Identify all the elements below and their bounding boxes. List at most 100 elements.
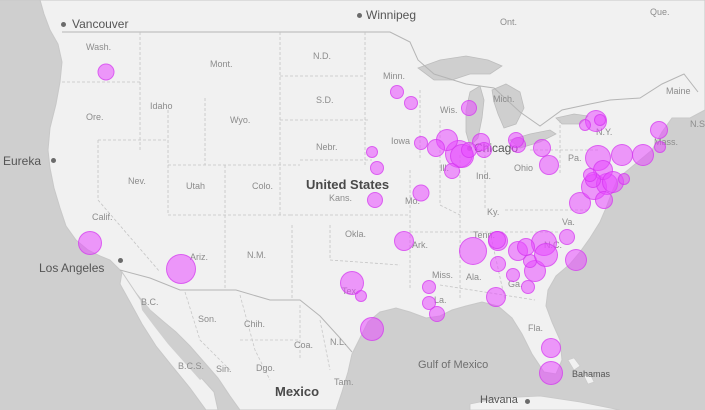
city-marker[interactable] [488,231,506,249]
city-marker[interactable] [539,361,563,385]
city-marker[interactable] [390,85,404,99]
city-marker[interactable] [394,231,414,251]
region-label: La. [434,295,447,305]
region-label: Tenn. [473,230,496,240]
city-marker[interactable] [370,161,384,175]
city-marker[interactable] [166,254,196,284]
region-label: Wash. [86,42,112,52]
city-marker[interactable] [632,144,654,166]
city-marker[interactable] [97,63,115,81]
city-marker[interactable] [78,231,102,255]
region-label: Okla. [345,229,367,239]
gulf-of-california [140,298,206,380]
city-marker[interactable] [594,114,606,126]
region-label: Ariz. [190,252,208,262]
region-label: Fla. [528,323,544,333]
cuba-island [469,395,621,410]
city-marker[interactable] [611,144,633,166]
region-label: Ind. [476,171,492,181]
region-label: Ky. [487,207,500,217]
city-marker[interactable] [461,142,477,158]
region-label: Calif. [92,212,113,222]
city-marker[interactable] [506,268,520,282]
region-label: Ohio [514,163,534,173]
city-marker[interactable] [583,168,597,182]
city-marker[interactable] [422,280,436,294]
region-label: N.L. [330,337,347,347]
region-label: Coa. [294,340,314,350]
city-marker[interactable] [427,139,445,157]
region-label: Nev. [128,176,146,186]
city-marker[interactable] [459,237,487,265]
region-label: N.D. [313,51,331,61]
region-label: Ala. [466,272,482,282]
city-dot-los-angeles [118,258,123,263]
region-label: B.C. [141,297,159,307]
city-marker[interactable] [461,100,477,116]
city-marker[interactable] [565,249,587,271]
region-label: Va. [562,217,575,227]
region-label: Ore. [86,112,104,122]
region-label: Miss. [432,270,453,280]
lake-superior [417,55,503,81]
us-mexico-border [119,269,353,353]
region-label: Tam. [334,377,354,387]
region-label: N.S. [690,119,705,129]
region-label: Mass. [654,137,679,147]
region-label: Pa. [568,153,582,163]
region-label: Son. [198,314,217,324]
city-marker[interactable] [366,146,378,158]
city-dot-havana [525,399,530,404]
city-marker[interactable] [579,119,591,131]
region-label: Nebr. [316,142,338,152]
city-marker[interactable] [595,191,613,209]
city-marker[interactable] [618,173,630,185]
region-label: Que. [650,7,670,17]
region-label: Colo. [252,181,274,191]
city-marker[interactable] [541,338,561,358]
region-label: Sin. [216,364,232,374]
city-marker[interactable] [559,229,575,245]
city-marker[interactable] [486,287,506,307]
city-marker[interactable] [414,136,428,150]
city-marker[interactable] [429,306,445,322]
region-label: Idaho [150,101,173,111]
bahamas-islands [567,357,595,385]
country-label-united-states: United States [306,177,390,192]
city-marker[interactable] [404,96,418,110]
city-marker[interactable] [490,256,506,272]
city-marker[interactable] [360,317,384,341]
region-label-bahamas: Bahamas [572,369,611,379]
region-label: Ga. [508,279,523,289]
city-marker[interactable] [355,290,367,302]
mexico-state-borders [184,291,331,381]
city-label-vancouver: Vancouver [72,17,129,31]
region-label: Utah [186,181,206,191]
city-marker[interactable] [340,271,364,295]
city-marker[interactable] [654,141,666,153]
water-label-gulf-of-mexico: Gulf of Mexico [418,360,488,371]
canada-us-border [62,31,699,127]
city-label-los-angeles: Los Angeles [39,261,105,275]
city-marker[interactable] [367,192,383,208]
city-marker[interactable] [517,238,535,256]
city-marker[interactable] [534,243,558,267]
city-marker[interactable] [539,155,559,175]
city-marker[interactable] [650,121,668,139]
region-label: Maine [666,86,691,96]
city-marker[interactable] [412,184,430,202]
region-label: Wyo. [230,115,251,125]
city-label-havana: Havana [480,394,518,406]
city-dot-winnipeg [357,13,362,18]
region-label: Chih. [244,319,266,329]
city-marker[interactable] [508,132,524,148]
city-marker[interactable] [521,280,535,294]
region-label: Ark. [412,240,429,250]
city-marker[interactable] [476,142,492,158]
city-label-eureka: Eureka [3,154,42,168]
region-label: Kans. [329,193,353,203]
lake-huron [491,83,525,129]
region-label: B.C.S. [178,361,205,371]
